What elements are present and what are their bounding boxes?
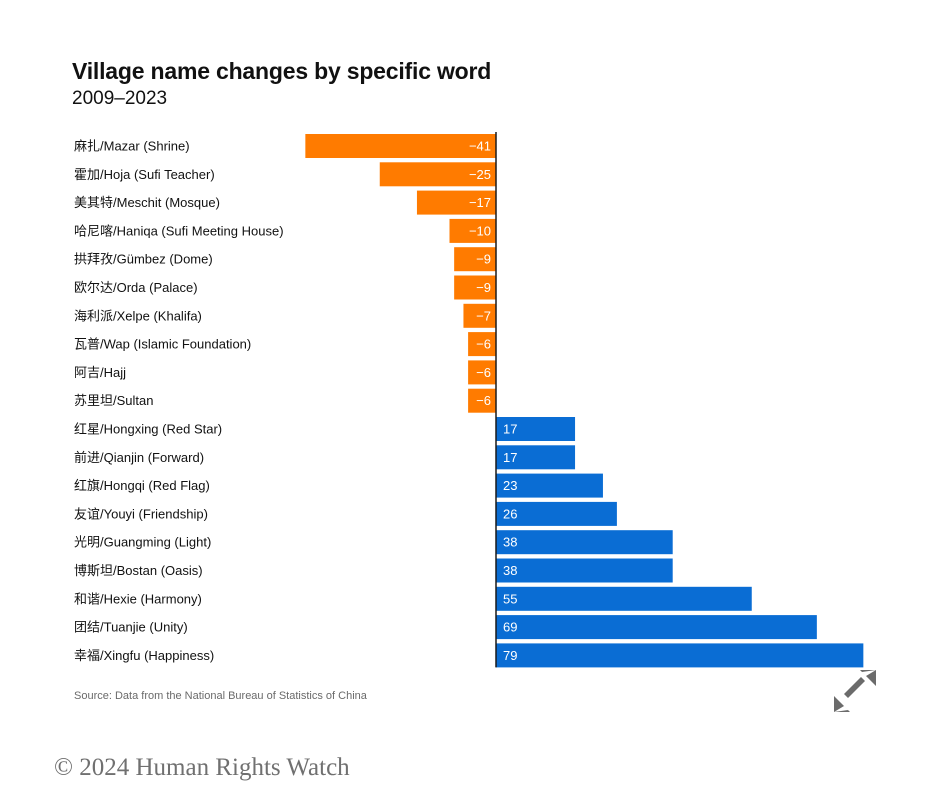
- bar-negative: [454, 247, 496, 272]
- data-label: 38: [503, 563, 517, 578]
- category-label: 欧尔达/Orda (Palace): [74, 280, 198, 295]
- data-label: −6: [476, 337, 491, 352]
- data-label: 55: [503, 591, 517, 606]
- bar-positive: [496, 417, 576, 441]
- category-label: 阿吉/Hajj: [74, 365, 126, 380]
- category-label: 红星/Hongxing (Red Star): [74, 422, 222, 437]
- category-label: 团结/Tuanjie (Unity): [74, 620, 188, 635]
- bar-positive: [496, 643, 864, 668]
- data-label: 26: [503, 506, 517, 521]
- bar-positive: [496, 445, 576, 470]
- category-label: 幸福/Xingfu (Happiness): [74, 648, 214, 663]
- bar-negative: [416, 190, 496, 215]
- data-label: −10: [469, 223, 491, 238]
- expand-arrows-icon[interactable]: [832, 668, 878, 714]
- category-label: 霍加/Hoja (Sufi Teacher): [74, 167, 215, 182]
- data-label: 38: [503, 535, 517, 550]
- data-label: 17: [503, 450, 517, 465]
- chart-title: Village name changes by specific word: [72, 58, 492, 84]
- category-label: 美其特/Meschit (Mosque): [74, 195, 220, 210]
- bar-positive: [496, 530, 673, 555]
- data-label: −7: [476, 308, 491, 323]
- bar-positive: [496, 501, 617, 526]
- category-label: 博斯坦/Bostan (Oasis): [74, 563, 203, 578]
- data-label: −6: [476, 365, 491, 380]
- source-note: Source: Data from the National Bureau of…: [74, 690, 367, 702]
- data-label: 23: [503, 478, 517, 493]
- chart-subtitle: 2009–2023: [72, 88, 168, 109]
- bar-negative: [379, 162, 496, 187]
- category-label: 前进/Qianjin (Forward): [74, 450, 204, 465]
- category-label: 哈尼喀/Haniqa (Sufi Meeting House): [74, 223, 284, 238]
- category-label: 苏里坦/Sultan: [74, 393, 153, 408]
- category-label: 友谊/Youyi (Friendship): [74, 506, 208, 521]
- data-label: −25: [469, 167, 491, 182]
- bar-positive: [496, 586, 752, 611]
- category-label: 拱拜孜/Gümbez (Dome): [74, 252, 213, 267]
- data-label: −9: [476, 280, 491, 295]
- bar-negative: [468, 360, 496, 385]
- data-label: 79: [503, 648, 517, 663]
- bar-chart: 麻扎/Mazar (Shrine) −41 霍加/Hoja (Sufi Teache…: [74, 132, 864, 668]
- data-label: 69: [503, 620, 517, 635]
- bar-negative: [449, 218, 496, 243]
- category-label: 海利派/Xelpe (Khalifa): [74, 308, 202, 323]
- category-label: 和谐/Hexie (Harmony): [74, 591, 202, 606]
- category-label: 光明/Guangming (Light): [74, 535, 211, 550]
- data-label: 17: [503, 422, 517, 437]
- data-label: −41: [469, 139, 491, 154]
- category-label: 麻扎/Mazar (Shrine): [74, 139, 190, 154]
- bar-negative: [463, 303, 496, 328]
- bar-positive: [496, 473, 603, 498]
- copyright-notice: © 2024 Human Rights Watch: [54, 754, 350, 781]
- bar-negative: [468, 332, 496, 357]
- data-label: −9: [476, 252, 491, 267]
- bar-positive: [496, 558, 673, 583]
- bar-negative: [454, 275, 496, 300]
- category-label: 红旗/Hongqi (Red Flag): [74, 478, 210, 493]
- category-label: 瓦普/Wap (Islamic Foundation): [74, 337, 251, 352]
- data-label: −17: [469, 195, 491, 210]
- bar-positive: [496, 615, 817, 640]
- bar-negative: [468, 388, 496, 413]
- data-label: −6: [476, 393, 491, 408]
- bar-negative: [305, 134, 496, 158]
